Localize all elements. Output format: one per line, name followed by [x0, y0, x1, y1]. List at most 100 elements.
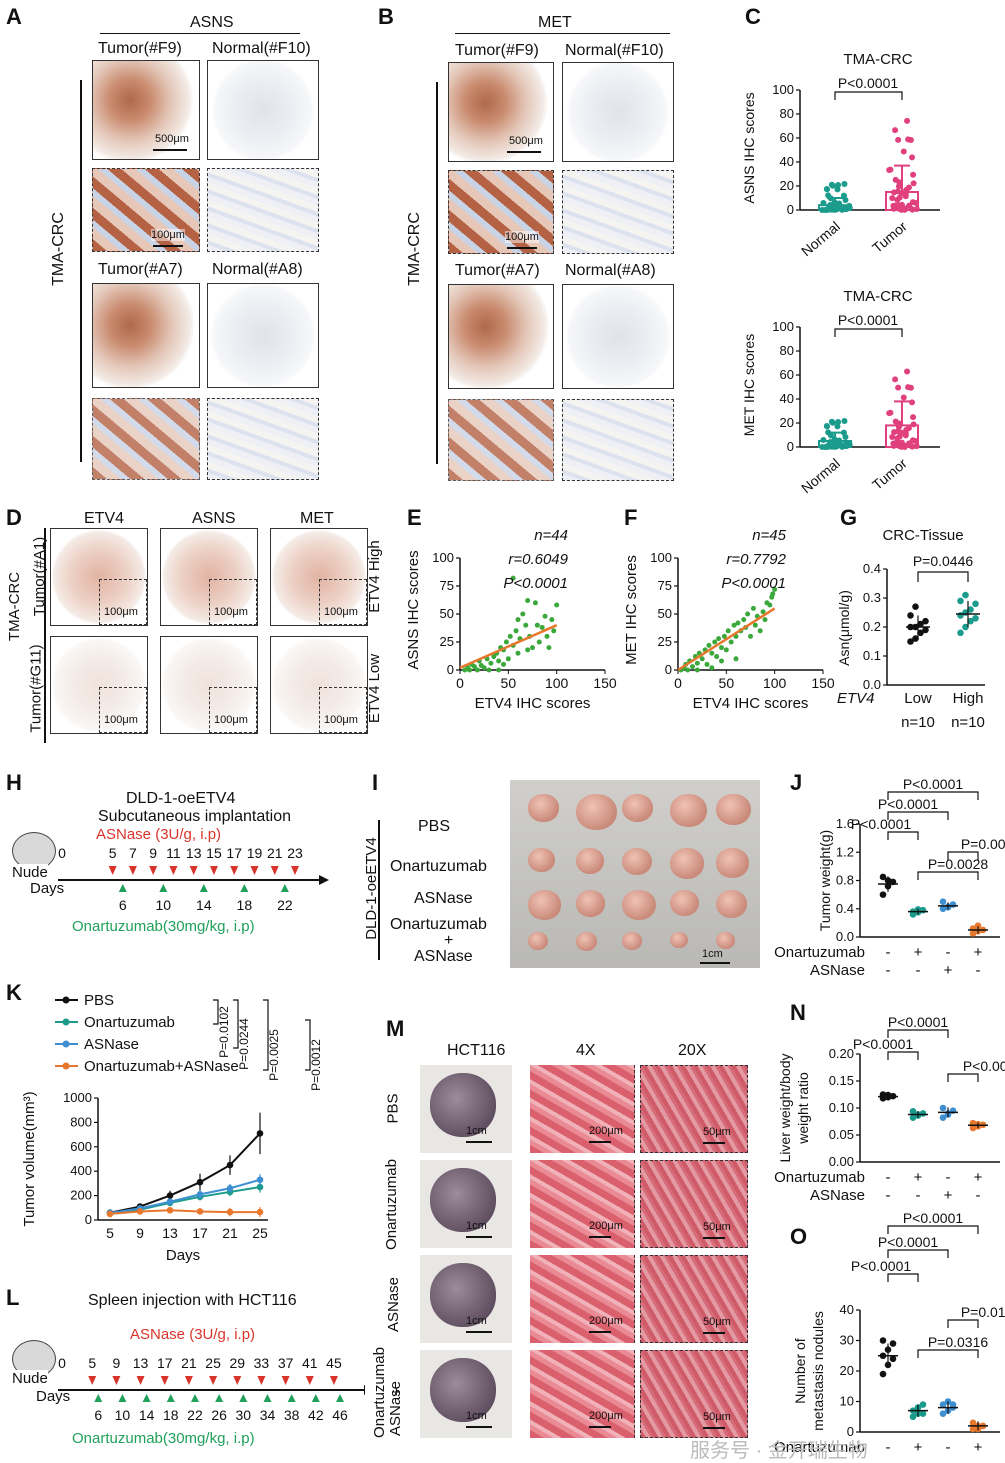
l-title: Spleen injection with HCT116	[88, 1292, 297, 1309]
data-point	[895, 183, 902, 190]
sign: -	[886, 1169, 891, 1186]
b-normal1-zoom	[562, 170, 674, 254]
sign: -	[916, 1457, 921, 1460]
series-line	[109, 1209, 260, 1215]
data-marker	[226, 1208, 234, 1216]
legend-label-2: ASNase	[84, 1036, 139, 1053]
data-point	[503, 639, 509, 645]
row-label-1: ASNase	[810, 1187, 865, 1204]
d-side-rule	[44, 528, 46, 743]
k-y-tick-label: 800	[70, 1114, 92, 1129]
day-label: 34	[260, 1407, 276, 1423]
data-point	[694, 667, 700, 673]
onart-dose-marker	[263, 1394, 272, 1402]
x-tick-label: 150	[811, 675, 835, 691]
h-asnase: ASNase (3U/g, i.p)	[96, 826, 222, 843]
data-point	[912, 635, 919, 642]
s-y-tick-label: 75	[658, 578, 672, 593]
asnase-dose-marker	[233, 1376, 242, 1385]
d-row1: Tumor(#A1)	[31, 536, 49, 617]
day-label: 23	[287, 845, 303, 861]
significance-bracket	[213, 999, 219, 1025]
onart-dose-marker	[240, 884, 249, 892]
data-point	[549, 617, 555, 623]
b-normal2-zoom	[562, 399, 674, 481]
p-value: P=0.0028	[928, 856, 989, 872]
data-point	[733, 656, 739, 662]
data-point	[542, 613, 548, 619]
asnase-dose-marker	[184, 1376, 193, 1385]
data-point	[474, 667, 480, 673]
onart-dose-marker	[336, 1394, 344, 1402]
m-row-1: Onartuzumab	[382, 1159, 400, 1250]
s-y-tick-label: 25	[440, 634, 454, 649]
chart-ylabel: MET IHC scores	[623, 555, 640, 665]
significance-bracket	[887, 1225, 979, 1234]
data-marker	[166, 1206, 174, 1214]
dot-y-tick-label: 0.0	[836, 929, 854, 944]
panel-b-n2: Normal(#A8)	[565, 262, 656, 279]
panel-label-b: B	[378, 4, 394, 29]
panel-label-m: M	[386, 1016, 405, 1041]
c-y-tick-label: 80	[780, 106, 794, 121]
data-point	[728, 639, 734, 645]
day-label: 18	[163, 1407, 179, 1423]
day-label: 0	[58, 845, 66, 861]
scale-bar	[703, 1142, 725, 1144]
scale-bar	[589, 1426, 611, 1428]
stat-0: n=44	[534, 527, 568, 544]
data-point	[907, 612, 914, 619]
day-label: 10	[115, 1407, 131, 1423]
significance-bracket	[947, 1319, 979, 1328]
m-row-2: ASNase	[385, 1276, 403, 1333]
c-y-tick-label: 40	[780, 391, 794, 406]
x-tick-label: 21	[222, 1225, 238, 1241]
data-point	[760, 609, 766, 615]
dot-y-tick-label: 1.2	[836, 844, 854, 859]
asnase-dose-marker	[136, 1376, 145, 1385]
i-row-1: Onartuzumab	[390, 858, 487, 875]
day-label: 14	[139, 1407, 155, 1423]
data-point	[835, 182, 842, 189]
data-point	[831, 199, 838, 206]
data-point	[910, 421, 917, 428]
p-value: P<0.0001	[888, 1014, 949, 1030]
asnase-dose-marker	[281, 1376, 290, 1385]
p-value: P=0.0244	[237, 1018, 251, 1070]
panel-a-n1: Normal(#F10)	[212, 40, 311, 57]
data-point	[939, 1410, 947, 1417]
scale-bar-label: 1cm	[466, 1315, 487, 1327]
data-point	[719, 658, 724, 664]
data-point	[939, 905, 947, 913]
chart-ylabel: Asn(μmol/g)	[836, 590, 852, 666]
onart-dose-marker	[215, 1394, 224, 1402]
day-label: 45	[326, 1355, 342, 1371]
data-point	[741, 617, 747, 623]
sign: -	[886, 1187, 891, 1204]
data-marker	[256, 1183, 264, 1191]
c-y-tick-label: 100	[772, 82, 794, 97]
data-point	[716, 636, 722, 642]
scale-bar	[589, 1236, 611, 1238]
a-tumor2-zoom	[92, 398, 200, 480]
m-he-3: 200μm	[530, 1350, 635, 1438]
data-point	[712, 639, 718, 645]
dot-y-tick-label: 0.20	[829, 1046, 854, 1061]
onart-dose-marker	[239, 1394, 248, 1402]
day-label: 41	[302, 1355, 318, 1371]
p-value: P<0.0001	[838, 312, 899, 328]
p-value: P=0.0446	[913, 553, 974, 569]
data-point	[467, 667, 473, 673]
c-y-tick-label: 100	[772, 319, 794, 334]
significance-bracket	[887, 1029, 949, 1038]
asnase-dose-marker	[209, 866, 218, 875]
asnase-dose-marker	[329, 1376, 338, 1385]
g-y-tick-label: 0.1	[863, 648, 881, 663]
x-tick-label: 150	[593, 675, 617, 691]
legend-label-3: Onartuzumab+ASNase	[84, 1058, 239, 1075]
b-tumor1-zoom: 100μm	[448, 170, 554, 254]
onart-dose-marker	[199, 884, 208, 892]
data-point	[748, 633, 753, 639]
p-value: P=0.0003	[961, 836, 1005, 852]
s-y-tick-label: 100	[432, 550, 454, 565]
